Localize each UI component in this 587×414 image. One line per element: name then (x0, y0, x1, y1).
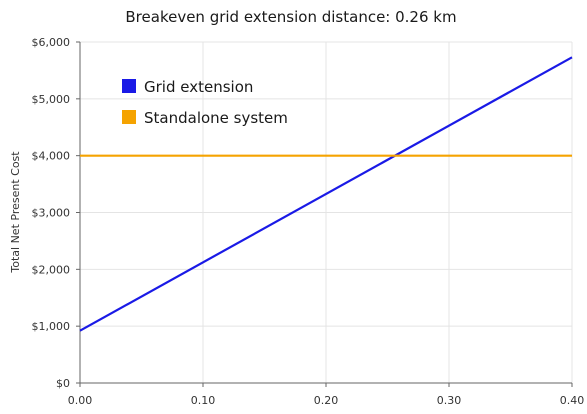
y-tick-label: $5,000 (32, 93, 71, 106)
y-tick-label: $1,000 (32, 320, 71, 333)
standalone-system-legend-swatch (122, 110, 136, 124)
x-tick-label: 0.10 (191, 394, 216, 407)
x-tick-labels: 0.00 0.10 0.20 0.30 0.40 (68, 394, 585, 407)
x-tick-label: 0.30 (437, 394, 462, 407)
y-tick-labels: $0 $1,000 $2,000 $3,000 $4,000 $5,000 $6,000 (32, 36, 71, 390)
series-lines (79, 56, 573, 332)
legend: Grid extension Standalone system (122, 78, 288, 127)
axes (76, 41, 573, 387)
grid-extension-legend-swatch (122, 79, 136, 93)
standalone-system-legend-label: Standalone system (144, 109, 288, 127)
y-tick-label: $4,000 (32, 150, 71, 163)
x-tick-label: 0.20 (314, 394, 339, 407)
y-tick-label: $6,000 (32, 36, 71, 49)
grid-extension-legend-label: Grid extension (144, 78, 253, 96)
y-tick-label: $3,000 (32, 207, 71, 220)
x-tick-label: 0.00 (68, 394, 93, 407)
chart-title: Breakeven grid extension distance: 0.26 … (125, 8, 456, 26)
y-tick-label: $2,000 (32, 263, 71, 276)
y-tick-label: $0 (56, 377, 70, 390)
y-axis-label: Total Net Present Cost (9, 151, 22, 274)
x-tick-label: 0.40 (560, 394, 585, 407)
grid-extension-line (79, 56, 573, 332)
